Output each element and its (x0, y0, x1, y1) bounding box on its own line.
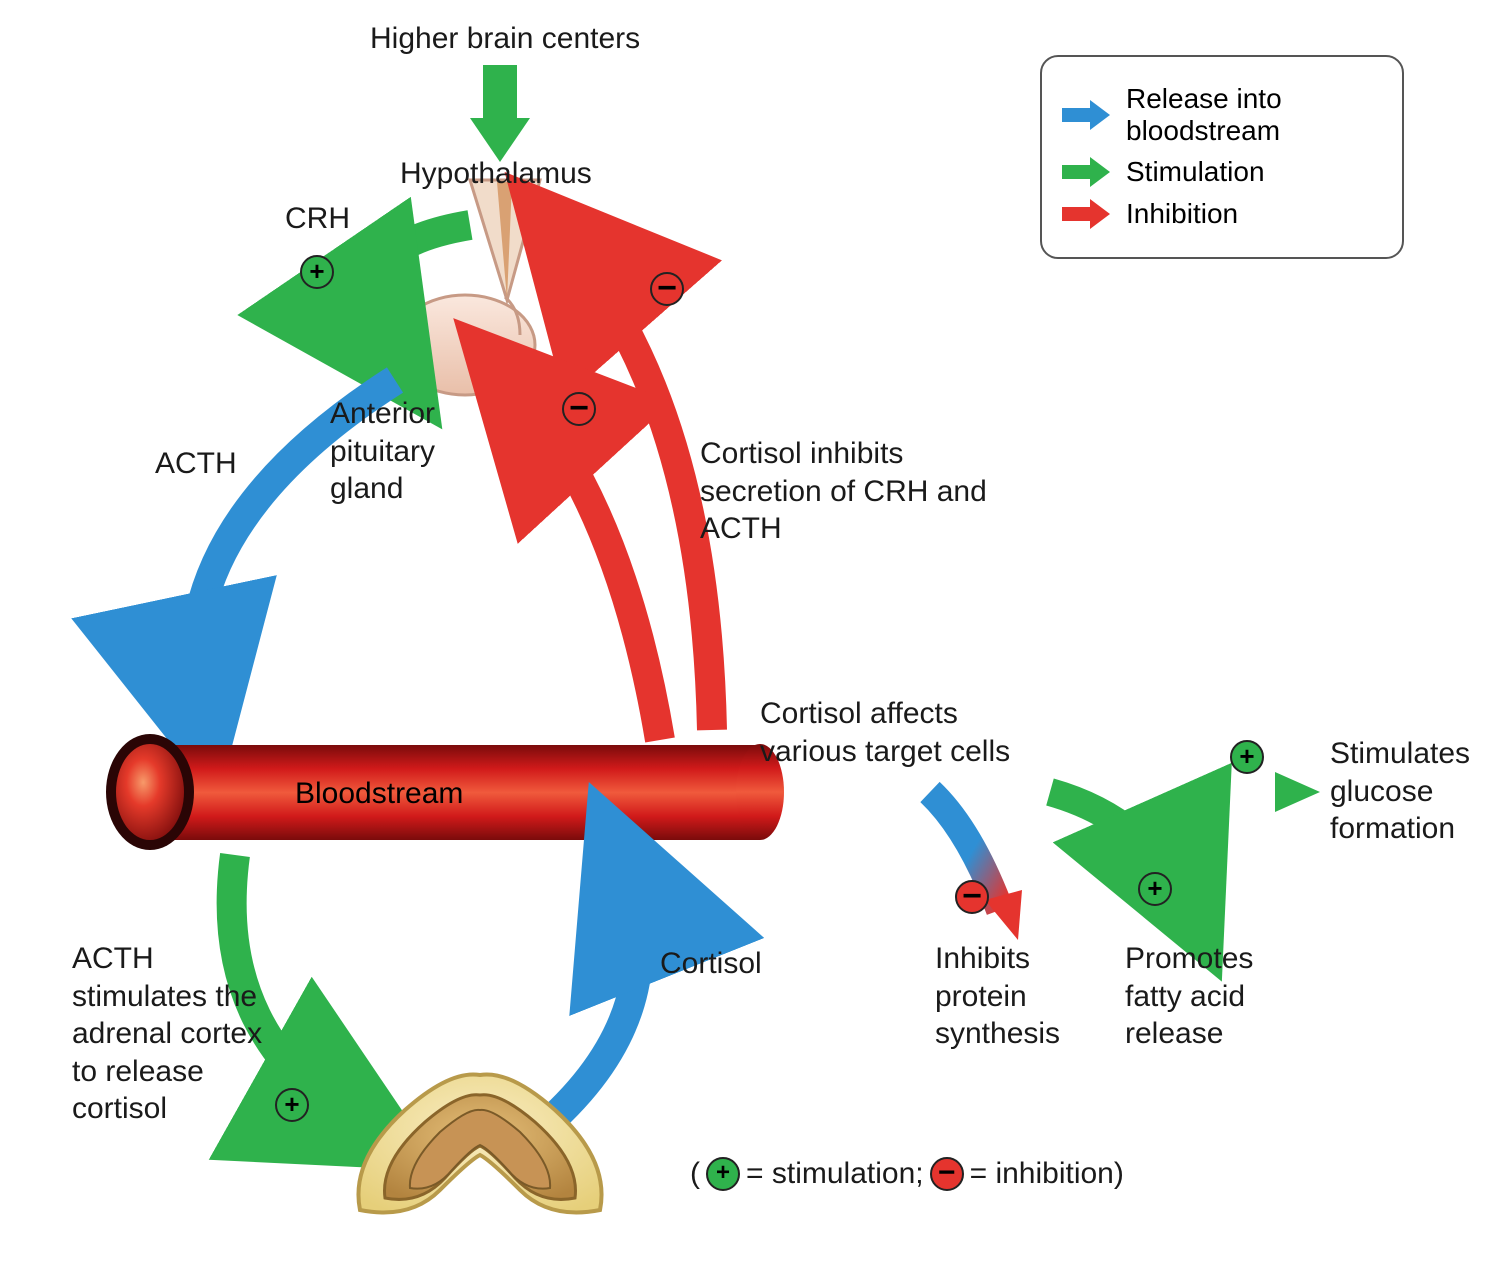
label-cortisol: Cortisol (660, 945, 762, 983)
minus-icon: − (930, 1157, 964, 1191)
label-anterior-pituitary: Anterior pituitary gland (330, 395, 500, 508)
arrow-brain-to-hypothalamus (470, 65, 530, 162)
plus-icon: + (300, 255, 334, 289)
minus-icon: − (562, 392, 596, 426)
label-higher-brain: Higher brain centers (370, 20, 640, 58)
label-acth-stimulates: ACTH stimulates the adrenal cortex to re… (72, 940, 272, 1128)
legend: Release into bloodstream Stimulation Inh… (1040, 55, 1404, 259)
plus-icon: + (706, 1157, 740, 1191)
arrow-target-protein (930, 792, 1022, 940)
label-hypothalamus: Hypothalamus (400, 155, 592, 193)
plus-icon: + (1138, 872, 1172, 906)
legend-release-label: Release into bloodstream (1126, 83, 1380, 147)
arrow-inhibit-pituitary (510, 380, 660, 740)
legend-stimulation: Stimulation (1060, 155, 1380, 189)
label-crh: CRH (285, 200, 350, 238)
release-arrow-icon (1060, 98, 1112, 132)
legend-inhibition: Inhibition (1060, 197, 1380, 231)
footnote: ( + = stimulation; − = inhibition) (690, 1155, 1124, 1193)
footnote-prefix: ( (690, 1155, 700, 1193)
minus-icon: − (650, 272, 684, 306)
arrow-cortisol-release (540, 860, 638, 1130)
label-inhib-protein: Inhibits protein synthesis (935, 940, 1105, 1053)
label-bloodstream: Bloodstream (295, 775, 463, 813)
inhibit-arrow-icon (1060, 197, 1112, 231)
label-acth: ACTH (155, 445, 237, 483)
legend-stim-label: Stimulation (1126, 156, 1265, 188)
legend-release: Release into bloodstream (1060, 83, 1380, 147)
label-cortisol-affects: Cortisol affects various target cells (760, 695, 1060, 770)
label-glucose: Stimulates glucose formation (1330, 735, 1500, 848)
footnote-inh: = inhibition) (970, 1155, 1124, 1193)
label-cortisol-inhibits: Cortisol inhibits secretion of CRH and A… (700, 435, 990, 548)
label-fatty: Promotes fatty acid release (1125, 940, 1285, 1053)
legend-inh-label: Inhibition (1126, 198, 1238, 230)
footnote-stim: = stimulation; (746, 1155, 924, 1193)
plus-icon: + (275, 1088, 309, 1122)
plus-icon: + (1230, 740, 1264, 774)
stimulate-arrow-icon (1060, 155, 1112, 189)
minus-icon: − (955, 880, 989, 914)
